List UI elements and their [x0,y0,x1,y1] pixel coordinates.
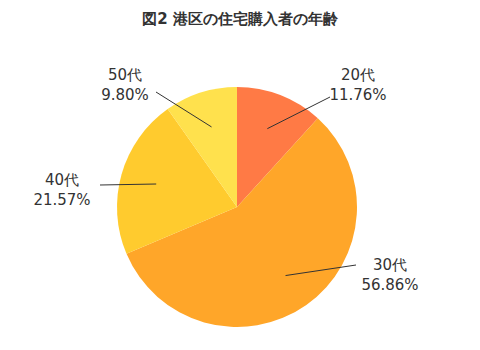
leader-line [286,265,356,276]
slice-category: 40代 [45,171,79,189]
slice-category: 30代 [373,256,407,274]
leader-line [156,92,212,127]
leader-line [100,184,156,186]
pie [117,87,357,327]
slice [168,87,237,207]
slice-category: 50代 [108,66,142,84]
leader-line [267,97,330,129]
slice-category: 20代 [341,66,375,84]
data-label: 21.57% [33,191,90,209]
data-label: 56.86% [361,276,418,294]
title: 図2 港区の住宅購入者の年齢 [142,10,339,28]
labels: 20代 11.76% 30代 56.86% 40代 21.57% 50代 9.80% [33,66,418,294]
data-label: 9.80% [101,86,149,104]
chart: 図2 港区の住宅購入者の年齢 20代 11.76% 30代 56.86% 40代 21.57… [0,0,480,350]
data-label: 11.76% [329,86,386,104]
